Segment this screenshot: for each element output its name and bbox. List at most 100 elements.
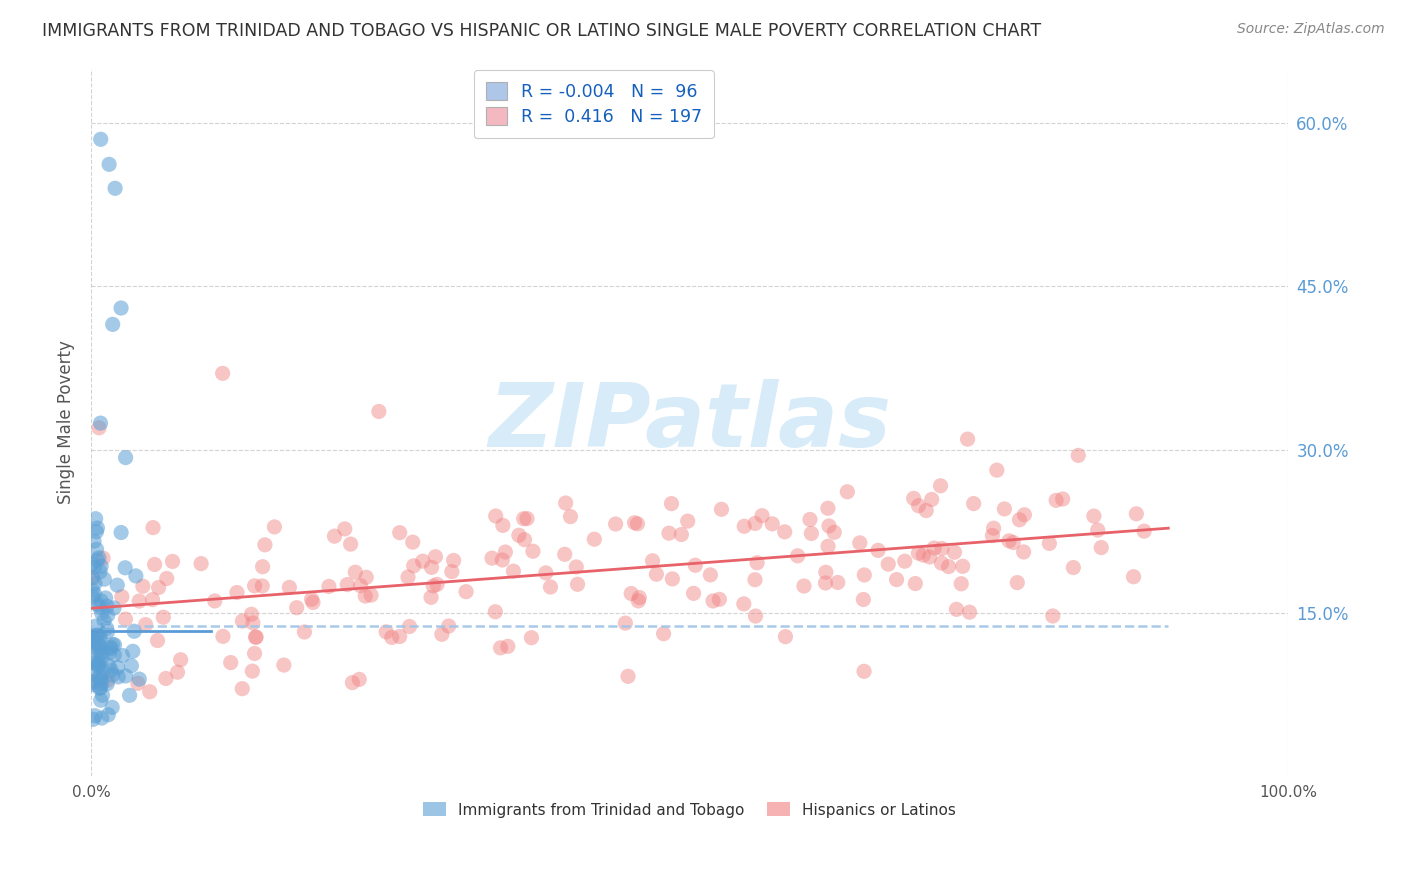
- Point: [931, 556, 953, 570]
- Point: [761, 516, 783, 531]
- Point: [1090, 541, 1112, 555]
- Point: [773, 524, 796, 539]
- Point: [827, 575, 849, 590]
- Point: [661, 497, 683, 511]
- Point: [877, 557, 900, 571]
- Point: [814, 576, 837, 591]
- Point: [375, 624, 398, 639]
- Point: [114, 450, 136, 465]
- Point: [388, 525, 411, 540]
- Point: [567, 577, 589, 591]
- Point: [98, 157, 121, 171]
- Point: [84, 708, 107, 723]
- Point: [96, 621, 118, 635]
- Point: [540, 580, 562, 594]
- Point: [931, 541, 953, 556]
- Point: [93, 665, 115, 679]
- Point: [849, 536, 872, 550]
- Point: [565, 560, 588, 574]
- Point: [90, 607, 112, 621]
- Point: [929, 479, 952, 493]
- Point: [709, 592, 731, 607]
- Point: [484, 605, 506, 619]
- Point: [402, 535, 425, 549]
- Point: [120, 658, 142, 673]
- Point: [733, 519, 755, 533]
- Point: [645, 567, 668, 582]
- Point: [422, 579, 444, 593]
- Point: [886, 573, 908, 587]
- Point: [513, 533, 536, 547]
- Point: [904, 576, 927, 591]
- Point: [412, 554, 434, 568]
- Point: [90, 594, 112, 608]
- Point: [90, 651, 112, 665]
- Point: [110, 301, 132, 315]
- Point: [614, 616, 637, 631]
- Point: [1125, 507, 1147, 521]
- Point: [866, 543, 889, 558]
- Point: [962, 497, 984, 511]
- Point: [658, 526, 681, 541]
- Point: [381, 631, 404, 645]
- Point: [817, 539, 839, 553]
- Point: [86, 628, 108, 642]
- Point: [155, 672, 177, 686]
- Point: [981, 528, 1004, 542]
- Point: [111, 648, 134, 663]
- Point: [388, 630, 411, 644]
- Point: [793, 579, 815, 593]
- Point: [101, 637, 124, 651]
- Point: [118, 689, 141, 703]
- Point: [492, 518, 515, 533]
- Point: [1008, 513, 1031, 527]
- Point: [87, 598, 110, 612]
- Point: [1038, 536, 1060, 550]
- Point: [491, 553, 513, 567]
- Point: [100, 641, 122, 656]
- Point: [508, 528, 530, 542]
- Point: [89, 681, 111, 696]
- Point: [921, 492, 943, 507]
- Point: [148, 581, 170, 595]
- Point: [100, 640, 122, 655]
- Point: [89, 681, 111, 695]
- Point: [107, 660, 129, 674]
- Point: [786, 549, 808, 563]
- Point: [605, 516, 627, 531]
- Point: [240, 607, 263, 622]
- Point: [87, 657, 110, 671]
- Point: [128, 594, 150, 608]
- Point: [430, 627, 453, 641]
- Point: [922, 541, 945, 555]
- Point: [402, 558, 425, 573]
- Point: [243, 647, 266, 661]
- Point: [103, 638, 125, 652]
- Point: [91, 688, 114, 702]
- Point: [156, 572, 179, 586]
- Point: [420, 560, 443, 574]
- Point: [710, 502, 733, 516]
- Point: [93, 614, 115, 628]
- Point: [93, 572, 115, 586]
- Point: [125, 569, 148, 583]
- Point: [956, 432, 979, 446]
- Point: [190, 557, 212, 571]
- Point: [354, 589, 377, 603]
- Point: [252, 579, 274, 593]
- Point: [219, 656, 242, 670]
- Point: [837, 484, 859, 499]
- Point: [82, 582, 104, 597]
- Point: [744, 573, 766, 587]
- Point: [560, 509, 582, 524]
- Point: [744, 516, 766, 531]
- Point: [86, 644, 108, 658]
- Point: [318, 579, 340, 593]
- Point: [82, 635, 104, 649]
- Point: [90, 673, 112, 687]
- Point: [1083, 509, 1105, 524]
- Point: [367, 404, 389, 418]
- Point: [245, 630, 267, 644]
- Point: [84, 511, 107, 525]
- Point: [853, 665, 876, 679]
